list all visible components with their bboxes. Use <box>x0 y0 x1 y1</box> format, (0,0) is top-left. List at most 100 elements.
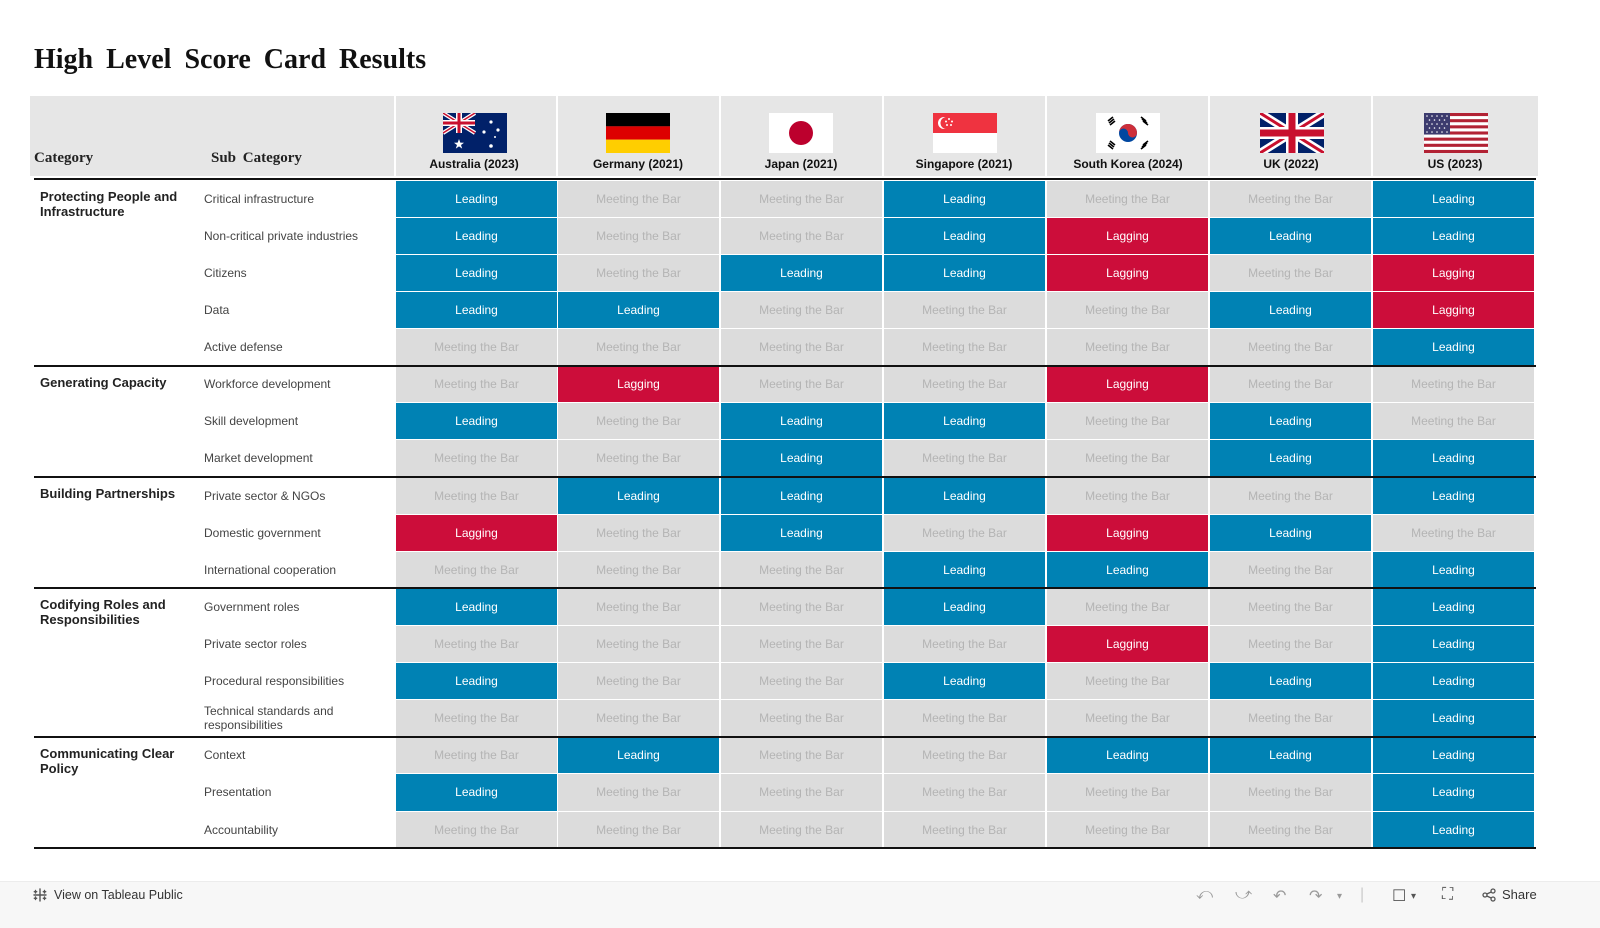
score-cell[interactable]: Leading <box>1210 217 1371 254</box>
score-cell[interactable]: Meeting the Bar <box>558 514 719 551</box>
score-cell[interactable]: Meeting the Bar <box>558 774 719 811</box>
redo-icon[interactable]: ⤻ <box>1235 886 1253 903</box>
score-cell[interactable]: Meeting the Bar <box>1047 291 1208 328</box>
score-cell[interactable]: Leading <box>721 440 882 477</box>
score-cell[interactable]: Leading <box>1047 551 1208 588</box>
score-cell[interactable]: Meeting the Bar <box>1047 440 1208 477</box>
score-cell[interactable]: Lagging <box>1373 291 1534 328</box>
score-cell[interactable]: Meeting the Bar <box>558 328 719 366</box>
score-cell[interactable]: Leading <box>1210 440 1371 477</box>
score-cell[interactable]: Leading <box>1373 477 1534 514</box>
view-on-tableau-link[interactable]: View on Tableau Public <box>32 887 183 903</box>
revert-icon[interactable]: ↶ <box>1273 888 1287 905</box>
score-cell[interactable]: Leading <box>558 477 719 514</box>
score-cell[interactable]: Leading <box>1047 737 1208 774</box>
score-cell[interactable]: Leading <box>1373 625 1534 663</box>
score-cell[interactable]: Leading <box>1373 217 1534 254</box>
score-cell[interactable]: Leading <box>721 477 882 514</box>
score-cell[interactable]: Leading <box>396 403 557 440</box>
score-cell[interactable]: Meeting the Bar <box>558 625 719 663</box>
score-cell[interactable]: Leading <box>1373 440 1534 477</box>
score-cell[interactable]: Meeting the Bar <box>1047 700 1208 737</box>
score-cell[interactable]: Meeting the Bar <box>884 328 1045 366</box>
score-cell[interactable]: Meeting the Bar <box>1210 551 1371 588</box>
score-cell[interactable]: Leading <box>884 254 1045 291</box>
score-cell[interactable]: Meeting the Bar <box>884 440 1045 477</box>
score-cell[interactable]: Leading <box>396 663 557 700</box>
score-cell[interactable]: Meeting the Bar <box>884 774 1045 811</box>
score-cell[interactable]: Meeting the Bar <box>884 514 1045 551</box>
score-cell[interactable]: Meeting the Bar <box>396 625 557 663</box>
score-cell[interactable]: Meeting the Bar <box>396 366 557 403</box>
score-cell[interactable]: Leading <box>1373 180 1534 217</box>
score-cell[interactable]: Leading <box>396 180 557 217</box>
score-cell[interactable]: Leading <box>884 217 1045 254</box>
score-cell[interactable]: Meeting the Bar <box>721 366 882 403</box>
score-cell[interactable]: Leading <box>396 774 557 811</box>
fullscreen-icon[interactable]: ⛶ <box>1442 886 1454 903</box>
score-cell[interactable]: Leading <box>1373 551 1534 588</box>
score-cell[interactable]: Meeting the Bar <box>1210 588 1371 625</box>
score-cell[interactable]: Meeting the Bar <box>1373 403 1534 440</box>
score-cell[interactable]: Meeting the Bar <box>558 551 719 588</box>
score-cell[interactable]: Meeting the Bar <box>721 737 882 774</box>
score-cell[interactable]: Meeting the Bar <box>721 774 882 811</box>
score-cell[interactable]: Leading <box>884 403 1045 440</box>
score-cell[interactable]: Meeting the Bar <box>884 625 1045 663</box>
score-cell[interactable]: Leading <box>884 663 1045 700</box>
score-cell[interactable]: Leading <box>558 291 719 328</box>
score-cell[interactable]: Meeting the Bar <box>1210 254 1371 291</box>
score-cell[interactable]: Meeting the Bar <box>1047 403 1208 440</box>
score-cell[interactable]: Meeting the Bar <box>558 254 719 291</box>
chevron-down-icon[interactable]: ▾ <box>1337 891 1343 902</box>
score-cell[interactable]: Leading <box>1373 737 1534 774</box>
share-button[interactable]: Share <box>1482 887 1537 902</box>
score-cell[interactable]: Leading <box>396 588 557 625</box>
score-cell[interactable]: Meeting the Bar <box>1047 811 1208 848</box>
score-cell[interactable]: Meeting the Bar <box>1047 180 1208 217</box>
score-cell[interactable]: Lagging <box>1047 254 1208 291</box>
refresh-icon[interactable]: ↷ <box>1309 888 1323 905</box>
score-cell[interactable]: Meeting the Bar <box>721 551 882 588</box>
score-cell[interactable]: Meeting the Bar <box>1373 514 1534 551</box>
score-cell[interactable]: Meeting the Bar <box>884 291 1045 328</box>
score-cell[interactable]: Meeting the Bar <box>1210 180 1371 217</box>
score-cell[interactable]: Leading <box>396 291 557 328</box>
score-cell[interactable]: Lagging <box>1047 514 1208 551</box>
score-cell[interactable]: Meeting the Bar <box>884 700 1045 737</box>
score-cell[interactable]: Leading <box>721 514 882 551</box>
score-cell[interactable]: Meeting the Bar <box>1210 811 1371 848</box>
score-cell[interactable]: Leading <box>884 477 1045 514</box>
score-cell[interactable]: Meeting the Bar <box>396 477 557 514</box>
score-cell[interactable]: Meeting the Bar <box>558 440 719 477</box>
score-cell[interactable]: Meeting the Bar <box>1210 625 1371 663</box>
score-cell[interactable]: Meeting the Bar <box>1047 774 1208 811</box>
score-cell[interactable]: Leading <box>1210 291 1371 328</box>
score-cell[interactable]: Meeting the Bar <box>1210 477 1371 514</box>
score-cell[interactable]: Meeting the Bar <box>721 811 882 848</box>
score-cell[interactable]: Lagging <box>1047 625 1208 663</box>
score-cell[interactable]: Meeting the Bar <box>1047 328 1208 366</box>
score-cell[interactable]: Meeting the Bar <box>721 700 882 737</box>
score-cell[interactable]: Meeting the Bar <box>1047 477 1208 514</box>
score-cell[interactable]: Leading <box>884 180 1045 217</box>
score-cell[interactable]: Meeting the Bar <box>884 737 1045 774</box>
score-cell[interactable]: Meeting the Bar <box>721 180 882 217</box>
score-cell[interactable]: Meeting the Bar <box>721 291 882 328</box>
score-cell[interactable]: Lagging <box>1373 254 1534 291</box>
score-cell[interactable]: Leading <box>721 403 882 440</box>
score-cell[interactable]: Meeting the Bar <box>558 663 719 700</box>
score-cell[interactable]: Meeting the Bar <box>396 700 557 737</box>
present-dropdown-icon[interactable]: ▾ <box>1411 891 1417 902</box>
score-cell[interactable]: Meeting the Bar <box>396 440 557 477</box>
score-cell[interactable]: Leading <box>1373 588 1534 625</box>
score-cell[interactable]: Meeting the Bar <box>396 328 557 366</box>
score-cell[interactable]: Meeting the Bar <box>558 700 719 737</box>
score-cell[interactable]: Lagging <box>558 366 719 403</box>
score-cell[interactable]: Meeting the Bar <box>1047 588 1208 625</box>
score-cell[interactable]: Meeting the Bar <box>558 588 719 625</box>
score-cell[interactable]: Leading <box>884 588 1045 625</box>
score-cell[interactable]: Leading <box>396 254 557 291</box>
present-icon[interactable]: ☐ <box>1392 888 1407 905</box>
score-cell[interactable]: Leading <box>1373 700 1534 737</box>
